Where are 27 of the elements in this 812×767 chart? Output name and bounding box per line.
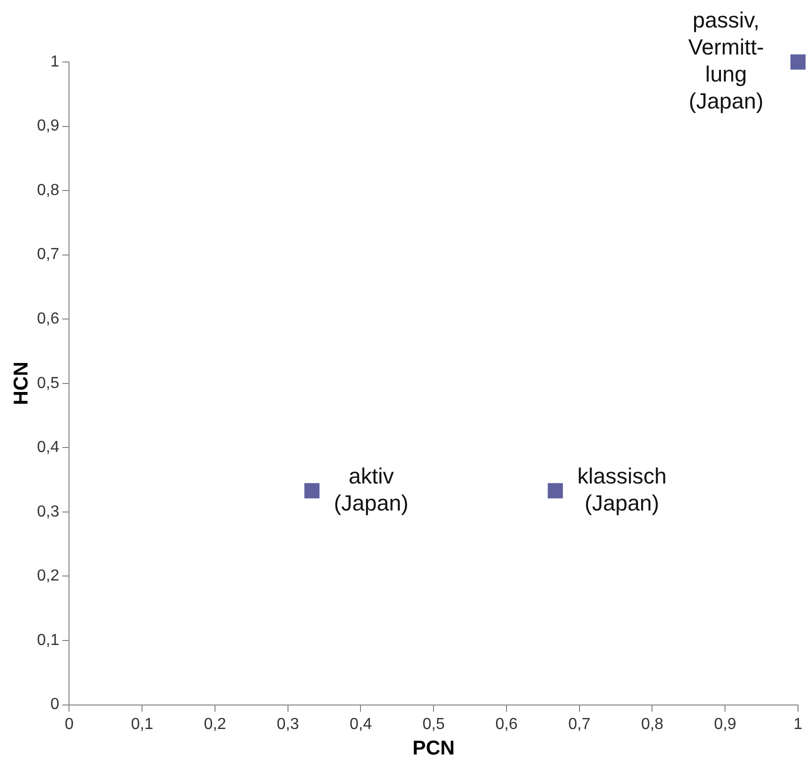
annotation: klassisch (Japan) — [577, 463, 667, 516]
x-tick-label: 1 — [794, 716, 803, 733]
x-tick-label: 0 — [64, 716, 74, 733]
annotation: aktiv (Japan) — [334, 463, 409, 516]
x-tick-label: 0,7 — [568, 716, 591, 733]
y-tick-label: 0,7 — [36, 246, 60, 264]
x-tick-label: 0,3 — [276, 716, 300, 733]
annotation: passiv, Vermitt- lung (Japan) — [688, 8, 764, 114]
y-tick-label: 0,2 — [36, 568, 60, 585]
y-tick-label: 0,9 — [36, 118, 60, 135]
x-tick-label: 0,5 — [422, 716, 445, 733]
x-tick-label: 0,1 — [130, 716, 154, 733]
y-tick-label: 1 — [50, 53, 60, 70]
y-tick-label: 0,6 — [36, 310, 60, 328]
x-tick-label: 0,6 — [495, 716, 518, 733]
x-tick-label: 0,9 — [714, 716, 736, 733]
y-tick-label: 0,8 — [36, 182, 60, 199]
y-tick-label: 0,5 — [36, 374, 60, 392]
y-tick-label: 0,1 — [36, 632, 60, 649]
x-tick-label: 0,2 — [204, 716, 226, 733]
y-axis-title: HCN — [10, 362, 33, 406]
y-tick-label: 0,4 — [36, 439, 60, 456]
y-tick-label: 0,3 — [36, 503, 60, 520]
y-tick-label: 0 — [50, 696, 60, 714]
x-tick-label: 0,4 — [350, 716, 372, 733]
x-axis-title: PCN — [412, 738, 455, 760]
x-tick-label: 0,8 — [641, 716, 664, 733]
